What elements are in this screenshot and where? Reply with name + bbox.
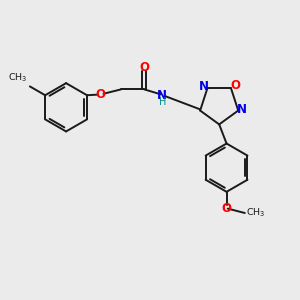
Text: CH$_3$: CH$_3$: [8, 72, 28, 84]
Text: H: H: [159, 97, 166, 107]
Text: N: N: [237, 103, 248, 116]
Text: CH$_3$: CH$_3$: [246, 207, 266, 219]
Text: O: O: [139, 61, 149, 74]
Text: O: O: [231, 79, 241, 92]
Text: N: N: [199, 80, 208, 93]
Text: O: O: [222, 202, 232, 215]
Text: N: N: [158, 89, 167, 102]
Text: O: O: [95, 88, 105, 101]
